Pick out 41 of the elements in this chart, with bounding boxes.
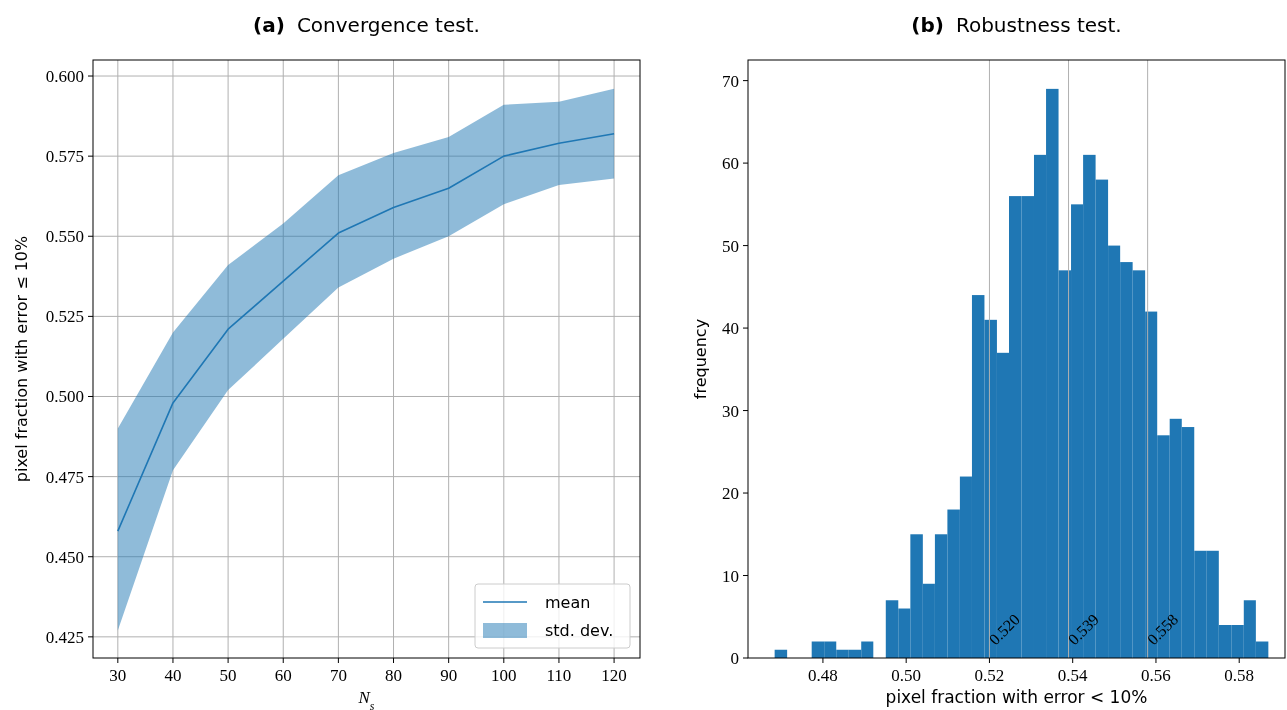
annotation: std. dev. bbox=[545, 621, 614, 640]
x-tick-label: 0.48 bbox=[808, 666, 838, 685]
x-tick-label: 50 bbox=[219, 666, 237, 685]
y-tick-label: 30 bbox=[722, 401, 739, 421]
x-tick-label: 80 bbox=[385, 666, 403, 685]
x-tick-label: 100 bbox=[491, 666, 517, 685]
y-tick-label: 0.425 bbox=[45, 627, 84, 647]
chart-title: (b) Robustness test. bbox=[911, 13, 1122, 37]
y-tick-label: 10 bbox=[722, 566, 739, 586]
x-tick-label: 0.52 bbox=[974, 666, 1005, 685]
y-tick-label: 20 bbox=[722, 484, 739, 504]
line-series bbox=[117, 132, 615, 532]
legend-label: mean bbox=[545, 593, 591, 612]
y-axis-title: pixel fraction with error ≤ 10% bbox=[12, 235, 31, 483]
x-tick-label: 0.58 bbox=[1224, 666, 1255, 685]
x-tick-label: 90 bbox=[440, 666, 458, 685]
y-tick-label: 0.475 bbox=[45, 467, 84, 487]
y-tick-label: 70 bbox=[722, 71, 739, 91]
y-tick-label: 0.600 bbox=[45, 67, 84, 87]
x-tick-label: 60 bbox=[274, 666, 292, 685]
x-axis-title: pixel fraction with error < 10% bbox=[885, 687, 1148, 707]
x-tick-label: 40 bbox=[164, 666, 182, 685]
y-axis-title: frequency bbox=[691, 318, 710, 400]
x-tick-label: 30 bbox=[109, 666, 127, 685]
x-tick-label: 70 bbox=[329, 666, 347, 685]
chart-title: (a) Convergence test. bbox=[253, 13, 480, 37]
y-tick-label: 0.575 bbox=[45, 147, 84, 167]
x-tick-label: 0.56 bbox=[1141, 666, 1171, 685]
x-axis-title: N$_{s}$ bbox=[357, 688, 375, 710]
y-tick-label: 0.450 bbox=[45, 547, 84, 567]
x-tick-label: 110 bbox=[546, 666, 572, 685]
y-tick-label: 0 bbox=[730, 649, 739, 668]
x-tick-label: 120 bbox=[601, 666, 627, 685]
y-tick-label: 0.500 bbox=[45, 387, 84, 407]
y-tick-label: 40 bbox=[722, 319, 739, 339]
y-tick-label: 0.525 bbox=[45, 307, 84, 327]
x-tick-label: 0.50 bbox=[891, 666, 922, 685]
y-tick-label: 0.550 bbox=[45, 227, 84, 247]
x-tick-label: 0.54 bbox=[1057, 666, 1089, 685]
y-tick-label: 50 bbox=[722, 236, 739, 256]
y-tick-label: 60 bbox=[722, 154, 739, 174]
